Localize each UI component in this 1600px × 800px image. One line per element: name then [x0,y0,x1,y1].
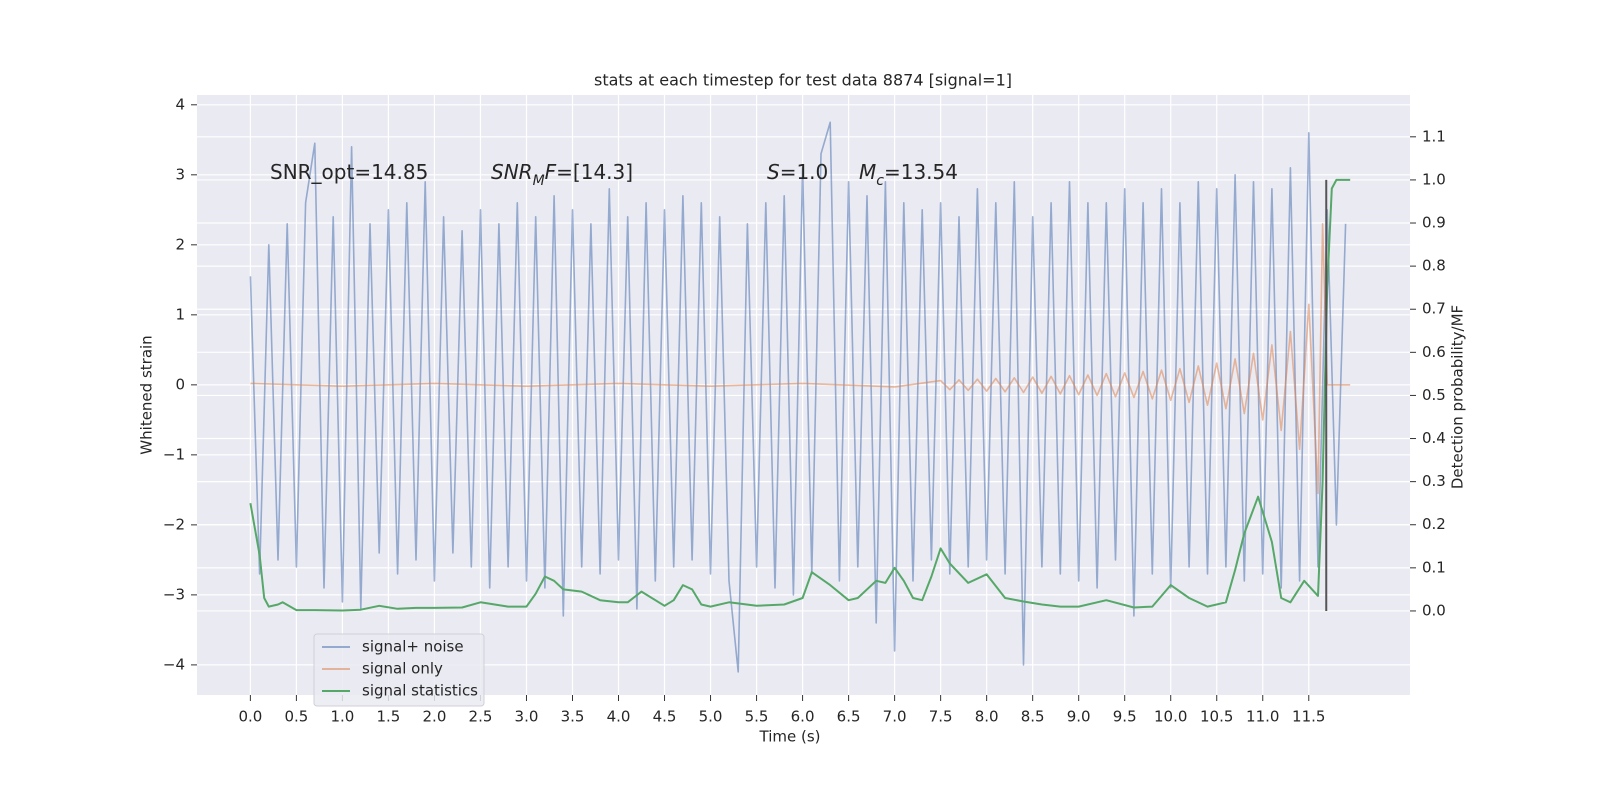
x-axis-label: Time (s) [759,728,821,746]
annotation: SNR_opt=14.85 [270,160,428,184]
x-tick-label: 2.0 [423,708,447,726]
x-tick-label: 11.0 [1246,708,1279,726]
x-tick-label: 10.0 [1154,708,1187,726]
annotation-part: =1.0 [780,160,829,184]
y-tick-label: 1 [175,305,185,323]
annotation-part: =[14.3] [556,160,633,184]
annotation-part: c [876,173,884,189]
annotation: SNRMF=[14.3] [491,160,633,190]
x-tick-label: 6.5 [837,708,861,726]
y-tick-label: 0 [175,375,185,393]
x-tick-label: 3.0 [515,708,539,726]
y2-tick-label: 0.0 [1422,601,1446,619]
annotation-part: S [767,160,780,184]
x-tick-label: 2.5 [469,708,493,726]
annotation-part: SNR [491,160,533,184]
legend-box [313,633,485,707]
y2-tick-label: 0.4 [1422,429,1446,447]
x-tick-label: 10.5 [1200,708,1233,726]
x-tick-label: 9.5 [1113,708,1137,726]
x-tick-label: 4.0 [607,708,631,726]
x-tick-label: 6.0 [791,708,815,726]
x-tick-label: 5.0 [699,708,723,726]
annotation-part: SNR_opt=14.85 [270,160,428,184]
y2-tick-label: 0.5 [1422,386,1446,404]
y-tick-label: −4 [163,655,185,673]
y2-tick-label: 0.9 [1422,214,1446,232]
series-line [249,121,1347,673]
y-tick-label: −3 [163,585,185,603]
legend-label: signal only [362,660,443,678]
annotation: Mc=13.54 [859,160,958,190]
x-tick-label: 3.5 [561,708,585,726]
x-tick-label: 1.0 [330,708,354,726]
x-tick-label: 8.0 [975,708,999,726]
y-tick-label: −1 [163,445,185,463]
annotation-part: M [533,173,545,189]
y2-tick-label: 0.7 [1422,300,1446,318]
legend-label: signal statistics [362,682,478,700]
y-tick-label: −2 [163,515,185,533]
annotation-part: M [859,160,876,184]
y2-tick-label: 1.1 [1422,127,1446,145]
x-tick-label: 0.0 [238,708,262,726]
series-line [249,178,1351,612]
annotation: S=1.0 [767,160,828,184]
y2-tick-label: 0.1 [1422,558,1446,576]
x-tick-label: 9.0 [1067,708,1091,726]
annotation-part: F [545,160,557,184]
x-tick-label: 1.5 [376,708,400,726]
x-tick-label: 0.5 [284,708,308,726]
annotation-part: =13.54 [884,160,958,184]
chart-title: stats at each timestep for test data 887… [594,71,1012,90]
y2-tick-label: 1.0 [1422,170,1446,188]
y2-tick-label: 0.3 [1422,472,1446,490]
x-tick-label: 7.0 [883,708,907,726]
x-tick-label: 11.5 [1292,708,1325,726]
x-tick-label: 8.5 [1021,708,1045,726]
y-tick-label: 2 [175,235,185,253]
legend-label: signal+ noise [362,638,464,656]
y-axis-label: Whitened strain [138,335,156,454]
y2-tick-label: 0.6 [1422,343,1446,361]
x-tick-label: 7.5 [929,708,953,726]
y2-tick-label: 0.2 [1422,515,1446,533]
y-tick-label: 4 [175,95,185,113]
series-line [250,223,1351,495]
x-tick-label: 4.5 [653,708,677,726]
y-tick-label: 3 [175,165,185,183]
x-tick-label: 5.5 [745,708,769,726]
y2-axis-label: Detection probability/MF [1449,305,1467,489]
y2-tick-label: 0.8 [1422,257,1446,275]
